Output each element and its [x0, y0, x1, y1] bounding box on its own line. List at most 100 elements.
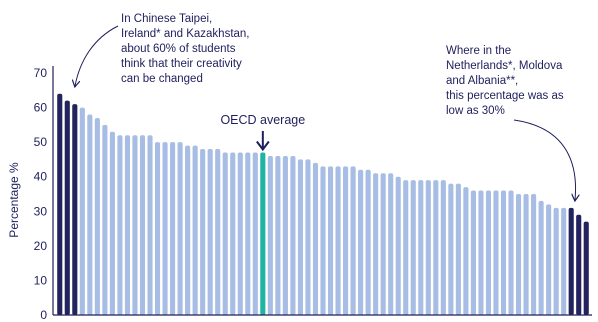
bar [305, 159, 311, 315]
bar [463, 187, 469, 315]
bar [267, 155, 273, 315]
bar [358, 169, 364, 315]
bar [192, 145, 198, 315]
bar [350, 166, 356, 315]
bar [124, 135, 130, 315]
bar [177, 142, 183, 315]
bar [425, 180, 431, 315]
bar [455, 183, 461, 315]
bar [470, 190, 476, 315]
y-tick-label: 0 [40, 308, 47, 322]
bar [87, 114, 93, 316]
bar [440, 180, 446, 315]
bar [245, 152, 251, 315]
bar [538, 200, 544, 315]
bar [102, 124, 108, 315]
bar-highlight [568, 207, 574, 315]
bar [282, 155, 288, 315]
bar [531, 194, 537, 315]
annotation-low-line-3: and Albania**, [446, 75, 518, 87]
bar [200, 149, 206, 315]
y-tick-label: 60 [34, 101, 48, 115]
bar [230, 152, 236, 315]
annotation-high-line-5: can be changed [121, 73, 203, 85]
y-tick-label: 40 [34, 170, 48, 184]
bar [515, 194, 522, 315]
bar [335, 166, 341, 315]
y-tick-label: 20 [34, 239, 48, 253]
annotation-high-line-1: In Chinese Taipei, [121, 13, 212, 25]
bar-oecd-average [260, 152, 266, 315]
annotation-low-arrow [513, 119, 576, 200]
y-axis-title: Percentage % [7, 162, 21, 238]
bar [207, 149, 213, 315]
bar [523, 194, 529, 315]
bar [485, 190, 492, 315]
y-tick-label: 70 [34, 66, 48, 80]
bar [237, 152, 243, 315]
oecd-average-label: OECD average [220, 113, 305, 127]
bar [433, 180, 439, 315]
bar-highlight [64, 100, 70, 315]
bar [553, 207, 559, 315]
bar [79, 107, 85, 315]
bar [185, 145, 191, 315]
bar [222, 152, 228, 315]
bar [373, 173, 379, 315]
annotation-high-arrow [75, 25, 119, 86]
bar [275, 155, 281, 315]
bar [403, 180, 409, 315]
oecd-average-arrow [256, 131, 270, 152]
bar [109, 131, 115, 315]
annotation-low-line-5: low as 30% [446, 105, 505, 117]
bar [132, 135, 138, 315]
bar [395, 176, 401, 315]
annotation-high-line-2: Ireland* and Kazakhstan, [121, 28, 250, 40]
bar [147, 135, 153, 315]
bar [117, 135, 123, 315]
bar [546, 204, 552, 315]
bars-group [57, 93, 589, 316]
bar [418, 180, 424, 315]
bar [448, 183, 454, 315]
y-tick-label: 30 [34, 204, 48, 218]
bar [380, 173, 386, 315]
bar [327, 166, 334, 315]
annotation-high-line-4: think that their creativity [121, 58, 242, 70]
annotation-high-line-3: about 60% of students [121, 43, 236, 55]
bar [365, 169, 371, 315]
y-tick-label: 10 [34, 273, 48, 287]
oecd-arrow-head [256, 140, 270, 152]
y-axis-ticks: 0 10 20 30 40 50 60 70 [34, 66, 48, 322]
bar [252, 152, 258, 315]
bar-highlight [57, 93, 63, 316]
bar-highlight [72, 104, 78, 315]
bar [508, 190, 514, 315]
bar [154, 142, 161, 315]
annotation-low: Where in the Netherlands*, Moldova and A… [446, 45, 576, 200]
bar [320, 166, 326, 315]
bar [388, 173, 394, 315]
annotation-high: In Chinese Taipei, Ireland* and Kazakhst… [75, 13, 250, 86]
bar [139, 135, 146, 315]
annotation-low-line-1: Where in the [446, 45, 511, 57]
bar [410, 180, 416, 315]
annotation-low-line-4: this percentage was as [446, 90, 564, 102]
bar-highlight [576, 214, 582, 315]
bar [215, 149, 221, 315]
bar [312, 162, 319, 315]
bar [297, 159, 303, 315]
bar [561, 207, 567, 315]
bar-highlight [583, 221, 589, 315]
bar [493, 190, 499, 315]
bar [170, 142, 176, 315]
bar [94, 117, 100, 315]
bar [343, 166, 349, 315]
bar [290, 155, 296, 315]
bar [478, 190, 484, 315]
bar [162, 142, 168, 315]
bar [500, 190, 507, 315]
annotation-low-line-2: Netherlands*, Moldova [446, 60, 563, 72]
y-tick-label: 50 [34, 135, 48, 149]
